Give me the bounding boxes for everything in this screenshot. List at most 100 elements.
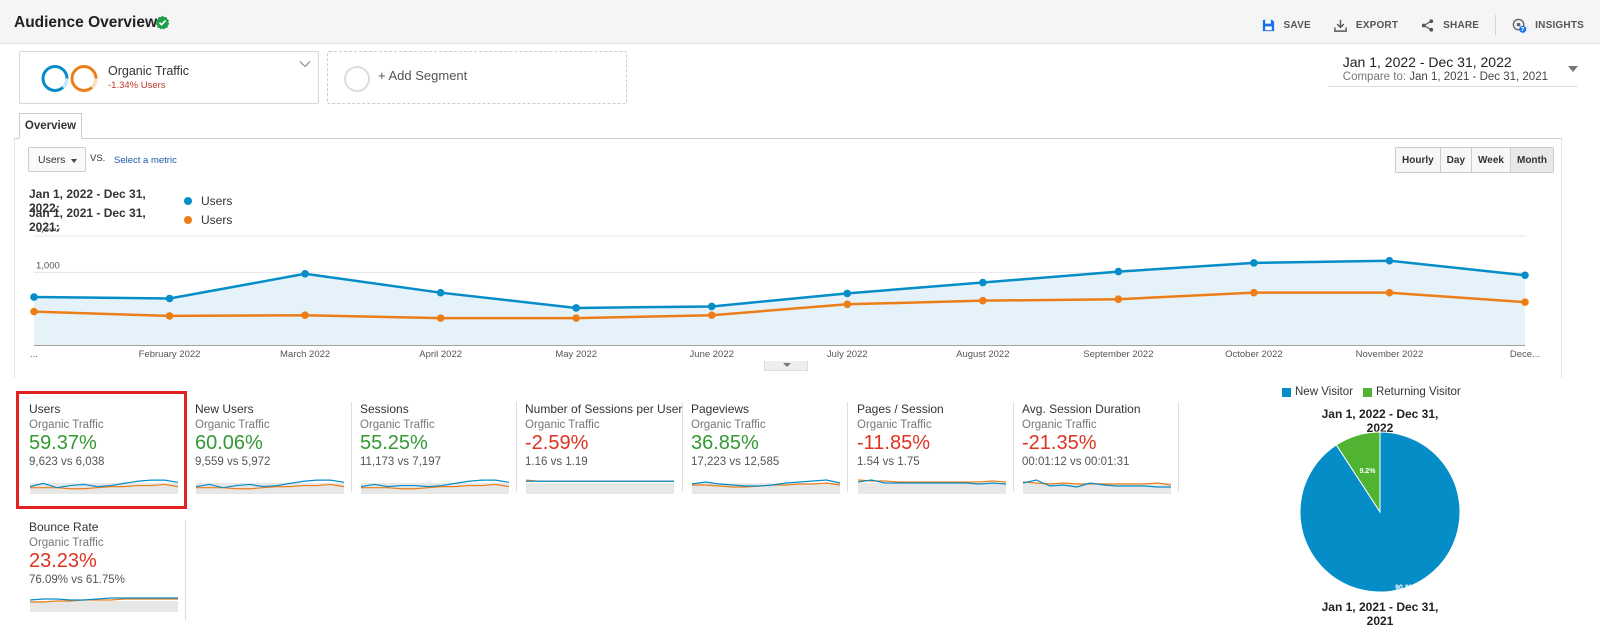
segment-organic-traffic[interactable]: Organic Traffic -1.34% Users xyxy=(19,51,319,104)
scorecard-sessions[interactable]: Sessions Organic Traffic 55.25% 11,173 vs 7… xyxy=(360,402,520,506)
data-point[interactable] xyxy=(1250,259,1258,267)
verified-check-icon xyxy=(155,15,170,30)
visitor-pie-chart: 9.2% 90.8% xyxy=(1299,431,1461,593)
scorecard-divider xyxy=(682,402,683,492)
x-tick-label: May 2022 xyxy=(555,349,597,360)
insights-icon: 7 xyxy=(1512,18,1527,33)
data-point[interactable] xyxy=(843,289,852,298)
granularity-toggle: Hourly Day Week Month xyxy=(1395,147,1554,173)
scorecard-percent: 59.37% xyxy=(29,432,97,454)
sparkline xyxy=(857,479,1007,494)
data-point[interactable] xyxy=(436,314,445,322)
sparkline-2021 xyxy=(857,479,1007,483)
pie-slice-new-visitor[interactable] xyxy=(1299,431,1461,593)
sparkline-2022 xyxy=(691,479,841,487)
sparkline xyxy=(29,597,178,612)
collapse-chart-toggle[interactable] xyxy=(764,361,808,371)
chart-legend-row-2021: Jan 1, 2021 - Dec 31, 2021: Users xyxy=(29,206,232,234)
scorecard-users[interactable]: Users Organic Traffic 59.37% 9,623 vs 6,038 xyxy=(29,402,189,506)
sparkline xyxy=(195,479,345,494)
legend-swatch-icon xyxy=(1282,387,1291,397)
y-tick-label: 1,000 xyxy=(36,260,60,271)
data-point[interactable] xyxy=(979,278,987,287)
data-point[interactable] xyxy=(165,294,174,303)
pie-slice-label: 90.8% xyxy=(1395,585,1416,592)
data-point[interactable] xyxy=(1385,288,1394,297)
caret-down-icon xyxy=(71,159,77,163)
data-point[interactable] xyxy=(30,307,38,316)
date-range-picker[interactable]: Jan 1, 2022 - Dec 31, 2022 Compare to: J… xyxy=(1343,54,1548,83)
share-button[interactable]: SHARE xyxy=(1420,18,1479,33)
tab-overview[interactable]: Overview xyxy=(19,113,82,139)
insights-button[interactable]: 7 INSIGHTS xyxy=(1512,18,1584,33)
granularity-week[interactable]: Week xyxy=(1472,148,1511,172)
data-point[interactable] xyxy=(1250,288,1258,297)
data-point[interactable] xyxy=(301,311,309,320)
sparkline-2022 xyxy=(29,597,178,601)
compare-prefix: Compare to: xyxy=(1342,71,1407,83)
data-point[interactable] xyxy=(436,288,445,297)
select-metric-link[interactable]: Select a metric xyxy=(114,155,177,166)
chevron-down-icon[interactable] xyxy=(299,58,311,70)
sparkline xyxy=(691,479,841,494)
sparkline xyxy=(525,479,674,494)
x-tick-label: October 2022 xyxy=(1225,349,1283,360)
scorecard-divider xyxy=(1013,402,1014,492)
legend-dot-icon xyxy=(184,197,192,205)
scorecard-number-of-sessions-per-user[interactable]: Number of Sessions per User Organic Traff… xyxy=(525,402,685,506)
data-point[interactable] xyxy=(843,300,852,309)
date-range-caret-icon[interactable] xyxy=(1568,66,1578,72)
scorecard-title: Avg. Session Duration xyxy=(1022,402,1141,416)
data-point[interactable] xyxy=(707,302,716,311)
sparkline xyxy=(1022,479,1172,494)
legend-range: Jan 1, 2022 - Dec 31, 2022: xyxy=(29,187,146,215)
scorecard-avg-session-duration[interactable]: Avg. Session Duration Organic Traffic -21.… xyxy=(1022,402,1182,506)
scorecard-divider xyxy=(847,402,848,492)
data-point[interactable] xyxy=(1114,295,1123,304)
scorecard-comparison: 17,223 vs 12,585 xyxy=(691,456,780,468)
sparkline-bg xyxy=(361,483,509,494)
sparkline-2022 xyxy=(29,479,179,489)
legend-series-name: Users xyxy=(201,194,233,208)
data-point[interactable] xyxy=(707,311,716,320)
chart-panel xyxy=(14,138,1562,378)
data-point[interactable] xyxy=(165,312,174,320)
data-point[interactable] xyxy=(30,293,38,301)
scorecard-pageviews[interactable]: Pageviews Organic Traffic 36.85% 17,223 vs … xyxy=(691,402,851,506)
date-range-main: Jan 1, 2022 - Dec 31, 2022 xyxy=(1342,54,1512,70)
sparkline-bg xyxy=(526,483,674,494)
export-button[interactable]: EXPORT xyxy=(1333,18,1398,33)
date-range-compare: Compare to: Jan 1, 2021 - Dec 31, 2021 xyxy=(1343,71,1548,83)
granularity-month[interactable]: Month xyxy=(1510,148,1553,172)
pie-legend-new: New Visitor xyxy=(1295,386,1353,398)
data-point[interactable] xyxy=(301,269,309,278)
scorecard-segment: Organic Traffic xyxy=(29,419,104,431)
scorecard-bounce-rate[interactable]: Bounce Rate Organic Traffic 23.23% 76.09% v… xyxy=(29,520,189,624)
pie-title-bottom: Jan 1, 2021 - Dec 31, 2021 xyxy=(1321,600,1439,628)
save-button[interactable]: SAVE xyxy=(1261,18,1311,33)
sparkline xyxy=(360,479,510,494)
scorecard-title: Bounce Rate xyxy=(29,520,99,534)
scorecard-segment: Organic Traffic xyxy=(195,419,270,431)
granularity-hourly[interactable]: Hourly xyxy=(1396,148,1441,172)
data-point[interactable] xyxy=(572,314,580,322)
data-point[interactable] xyxy=(1114,267,1123,276)
data-point[interactable] xyxy=(1385,256,1394,265)
data-point[interactable] xyxy=(1521,298,1529,306)
add-segment-button[interactable]: + Add Segment xyxy=(327,51,627,104)
scorecard-comparison: 11,173 vs 7,197 xyxy=(360,456,441,468)
scorecard-comparison: 1.54 vs 1.75 xyxy=(857,456,920,468)
vs-label: VS. xyxy=(90,153,106,164)
data-point[interactable] xyxy=(1521,271,1529,280)
granularity-day[interactable]: Day xyxy=(1440,148,1473,172)
scorecard-new-users[interactable]: New Users Organic Traffic 60.06% 9,559 vs 5… xyxy=(195,402,355,506)
scorecard-title: Users xyxy=(29,402,61,416)
header-divider xyxy=(1495,15,1497,35)
sparkline-2022 xyxy=(195,479,345,489)
add-segment-circle-icon xyxy=(344,66,370,92)
scorecard-pages-session[interactable]: Pages / Session Organic Traffic -11.85% 1.5… xyxy=(857,402,1017,506)
metric-dropdown[interactable]: Users xyxy=(28,147,86,172)
data-point[interactable] xyxy=(572,304,580,312)
sparkline-bg xyxy=(30,483,178,494)
data-point[interactable] xyxy=(979,296,987,305)
